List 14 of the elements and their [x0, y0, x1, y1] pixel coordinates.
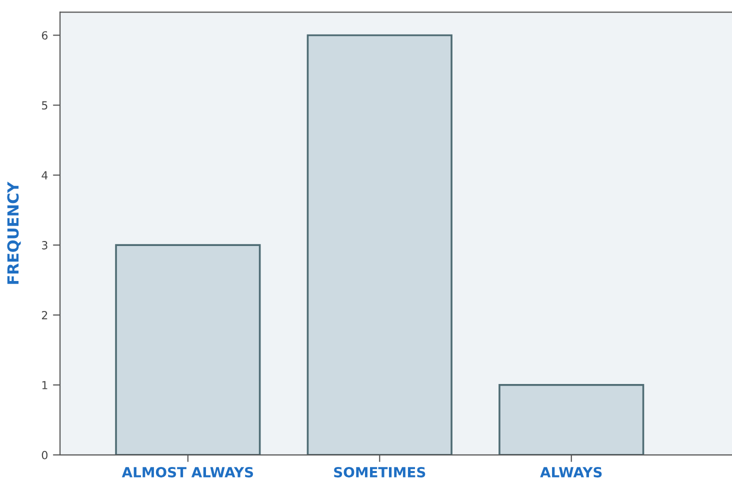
bar	[498, 384, 644, 455]
y-tick-label: 5	[42, 101, 48, 110]
x-tick-label: ALWAYS	[540, 466, 602, 478]
x-tick-label: ALMOST ALWAYS	[122, 466, 254, 478]
y-tick-label: 1	[42, 381, 48, 390]
y-tick-label: 6	[42, 31, 48, 40]
bar	[115, 244, 261, 455]
y-tick-label: 2	[42, 310, 48, 320]
y-tick-label: 3	[42, 241, 48, 250]
y-axis-title: FREQUENCY	[7, 182, 21, 284]
y-tick-label: 0	[42, 450, 48, 460]
x-tick-label: SOMETIMES	[334, 466, 426, 478]
y-tick-label: 4	[42, 171, 48, 180]
bar	[306, 34, 452, 455]
